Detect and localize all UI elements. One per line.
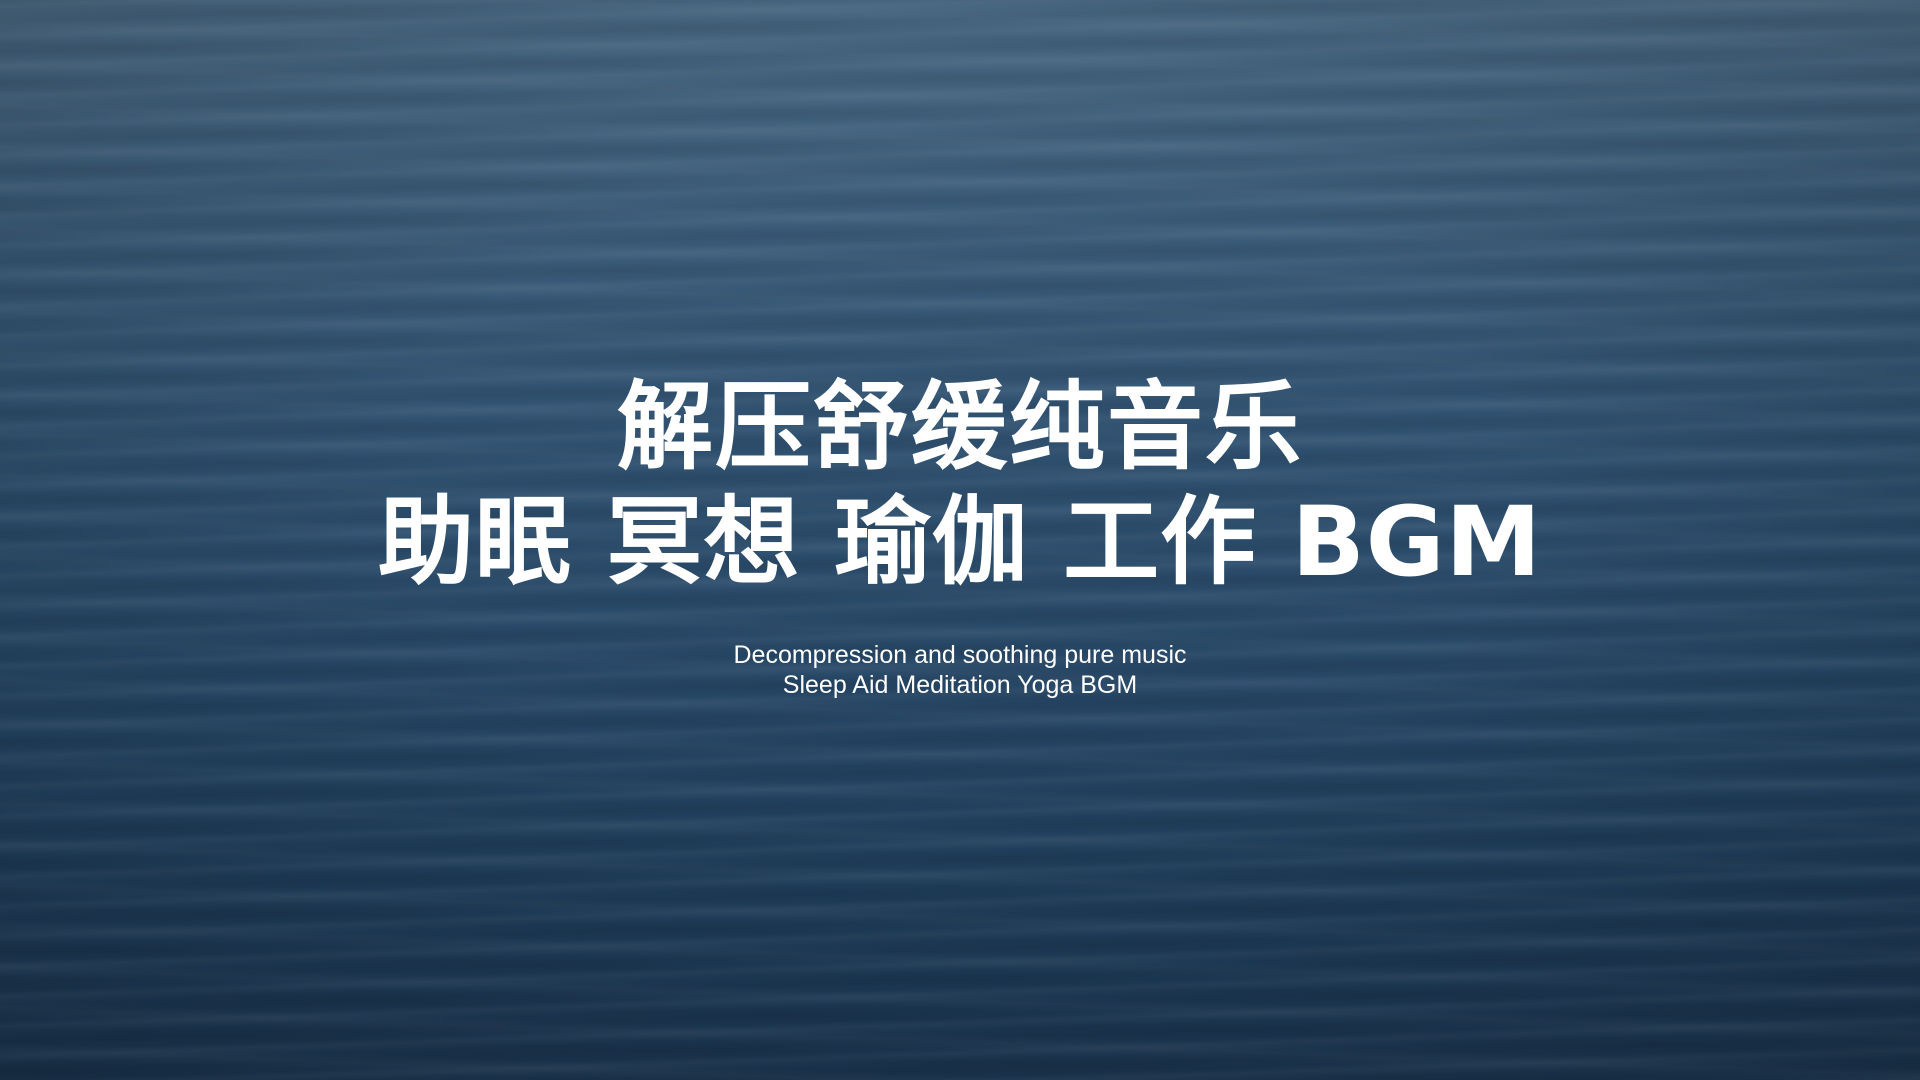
main-subtitle-tags: 助眠 冥想 瑜伽 工作 BGM	[377, 486, 1543, 598]
main-title: 解压舒缓纯音乐	[617, 371, 1303, 483]
english-subtitle-line-1: Decompression and soothing pure music	[733, 641, 1187, 669]
title-block: 解压舒缓纯音乐 助眠 冥想 瑜伽 工作 BGM	[0, 372, 1920, 602]
english-subtitle-block: Decompression and soothing pure music Sl…	[0, 640, 1920, 700]
english-subtitle-line-2: Sleep Aid Meditation Yoga BGM	[782, 671, 1138, 699]
